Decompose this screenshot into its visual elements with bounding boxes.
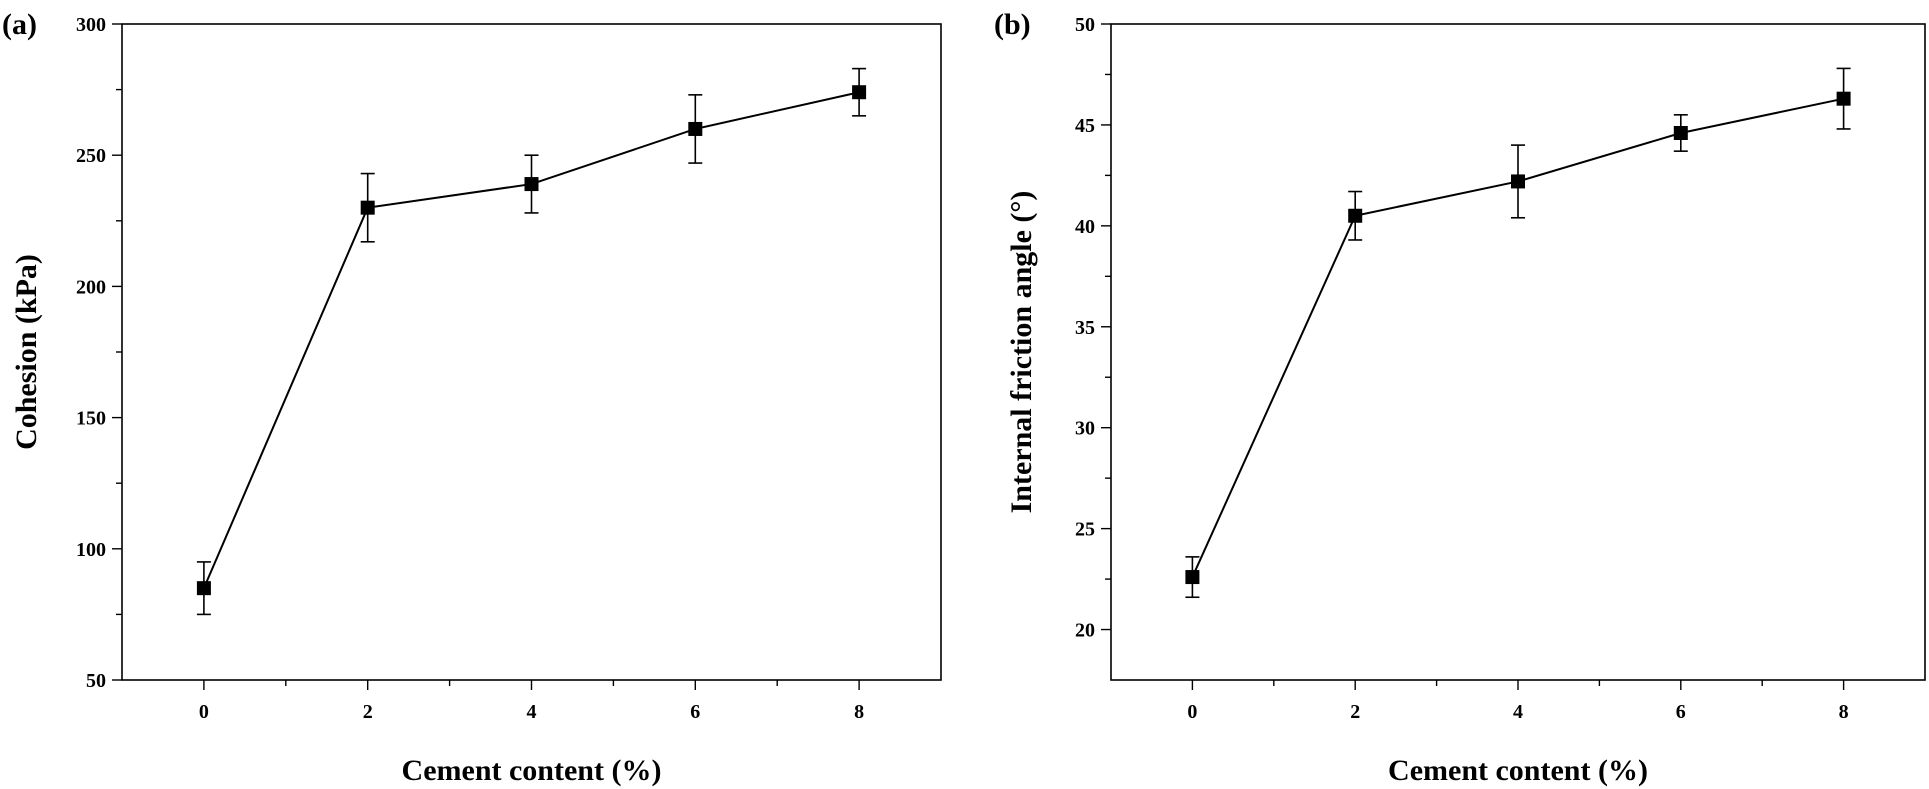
- data-point: [1348, 208, 1363, 223]
- y-axis-title: Cohesion (kPa): [10, 254, 43, 450]
- x-tick-label: 8: [1839, 701, 1849, 723]
- x-axis-title: Cement content (%): [402, 754, 662, 787]
- x-axis-title: Cement content (%): [1388, 754, 1648, 787]
- data-point: [1673, 125, 1688, 140]
- y-tick-label: 150: [76, 408, 106, 430]
- y-tick-label: 20: [1075, 620, 1095, 642]
- x-tick-label: 6: [690, 701, 700, 723]
- data-point: [688, 121, 703, 136]
- y-tick-label: 25: [1075, 519, 1095, 541]
- x-tick-label: 0: [199, 701, 209, 723]
- data-point: [852, 85, 867, 100]
- y-tick-label: 50: [1075, 14, 1095, 36]
- y-tick-label: 40: [1075, 216, 1095, 238]
- data-point: [524, 177, 539, 192]
- y-tick-label: 200: [76, 276, 106, 298]
- y-tick-label: 35: [1075, 317, 1095, 339]
- data-point: [360, 200, 375, 215]
- panel-a-cohesion: (a) 0 2 4 6 8 50 100 150 200 250 300 Cement content …: [2, 8, 942, 787]
- x-tick-label: 4: [527, 701, 537, 723]
- y-tick-label: 100: [76, 539, 106, 561]
- y-tick-label: 250: [76, 145, 106, 167]
- panel-label: (a): [2, 8, 37, 41]
- y-axis-title: Internal friction angle (°): [1005, 191, 1038, 514]
- x-tick-label: 8: [854, 701, 864, 723]
- x-tick-label: 2: [1350, 701, 1360, 723]
- plot-frame: [121, 23, 942, 681]
- data-point: [1511, 174, 1525, 189]
- plot-frame: [1110, 23, 1926, 681]
- data-point: [1185, 570, 1200, 585]
- y-tick-label: 300: [76, 14, 106, 36]
- x-tick-label: 4: [1513, 701, 1523, 723]
- x-tick-label: 0: [1187, 701, 1197, 723]
- x-tick-label: 2: [363, 701, 373, 723]
- y-tick-label: 45: [1075, 115, 1095, 137]
- data-point: [196, 581, 211, 596]
- x-tick-label: 6: [1676, 701, 1686, 723]
- panel-b-friction-angle: (b) 0 2 4 6 8 20 25 30 35 40 45 50 Cement content (%)…: [994, 8, 1926, 787]
- y-tick-label: 50: [86, 670, 106, 692]
- y-tick-label: 30: [1075, 418, 1095, 440]
- data-point: [1836, 91, 1851, 106]
- panel-label: (b): [994, 8, 1031, 41]
